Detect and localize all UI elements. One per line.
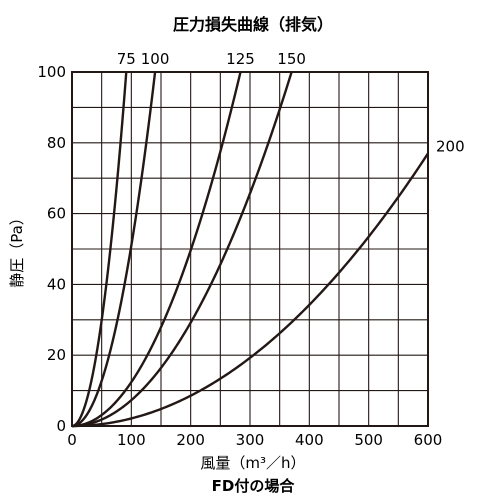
y-tick-label: 0 bbox=[56, 417, 66, 435]
chart-caption: FD付の場合 bbox=[212, 477, 296, 495]
x-tick-label: 0 bbox=[67, 431, 77, 449]
y-tick-label: 80 bbox=[47, 134, 66, 152]
series-line-125 bbox=[71, 71, 242, 428]
series-label-100: 100 bbox=[141, 50, 170, 68]
x-tick-label: 500 bbox=[354, 431, 383, 449]
y-axis-label: 静圧（Pa） bbox=[8, 210, 26, 288]
y-tick-label: 20 bbox=[47, 346, 66, 364]
chart-title: 圧力損失曲線（排気） bbox=[173, 15, 333, 34]
y-tick-label: 60 bbox=[47, 205, 66, 223]
series-line-100 bbox=[71, 71, 157, 428]
x-tick-label: 400 bbox=[295, 431, 324, 449]
x-tick-label: 300 bbox=[236, 431, 265, 449]
series-line-200 bbox=[71, 152, 430, 428]
x-tick-label: 600 bbox=[414, 431, 443, 449]
x-tick-label: 100 bbox=[117, 431, 146, 449]
x-axis-label: 風量（m³／h） bbox=[200, 454, 305, 472]
plot-frame bbox=[71, 71, 429, 427]
series-label-200: 200 bbox=[436, 137, 465, 155]
curve-labels: 75 100 125 150 200 bbox=[117, 50, 465, 155]
tick-labels: 0 100 200 300 400 500 600 0 20 40 60 80 100 bbox=[37, 63, 442, 449]
grid bbox=[71, 71, 429, 427]
y-tick-label: 40 bbox=[47, 275, 66, 293]
series-line-75 bbox=[71, 71, 128, 428]
series-label-125: 125 bbox=[226, 50, 255, 68]
series-label-150: 150 bbox=[277, 50, 306, 68]
x-tick-label: 200 bbox=[176, 431, 205, 449]
series-line-150 bbox=[71, 71, 293, 428]
curves bbox=[71, 71, 430, 428]
series-label-75: 75 bbox=[117, 50, 136, 68]
y-tick-label: 100 bbox=[37, 63, 66, 81]
